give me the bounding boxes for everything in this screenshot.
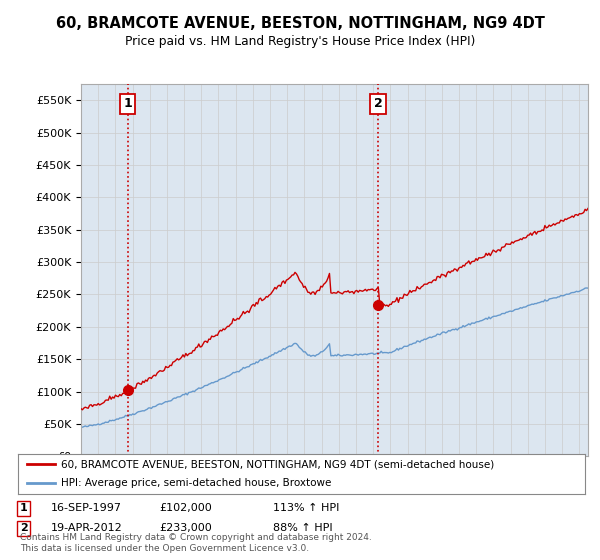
Text: 2: 2 [374, 97, 383, 110]
Text: Price paid vs. HM Land Registry's House Price Index (HPI): Price paid vs. HM Land Registry's House … [125, 35, 475, 48]
Text: 19-APR-2012: 19-APR-2012 [51, 523, 123, 533]
Text: 60, BRAMCOTE AVENUE, BEESTON, NOTTINGHAM, NG9 4DT (semi-detached house): 60, BRAMCOTE AVENUE, BEESTON, NOTTINGHAM… [61, 460, 494, 469]
Text: HPI: Average price, semi-detached house, Broxtowe: HPI: Average price, semi-detached house,… [61, 478, 331, 488]
Text: 88% ↑ HPI: 88% ↑ HPI [273, 523, 332, 533]
Text: £102,000: £102,000 [159, 503, 212, 514]
Text: 1: 1 [20, 503, 28, 514]
Text: 60, BRAMCOTE AVENUE, BEESTON, NOTTINGHAM, NG9 4DT: 60, BRAMCOTE AVENUE, BEESTON, NOTTINGHAM… [56, 16, 544, 31]
Text: 1: 1 [123, 97, 132, 110]
Text: 113% ↑ HPI: 113% ↑ HPI [273, 503, 340, 514]
Text: 16-SEP-1997: 16-SEP-1997 [51, 503, 122, 514]
Text: Contains HM Land Registry data © Crown copyright and database right 2024.
This d: Contains HM Land Registry data © Crown c… [20, 533, 371, 553]
Text: 2: 2 [20, 523, 28, 533]
Text: £233,000: £233,000 [159, 523, 212, 533]
